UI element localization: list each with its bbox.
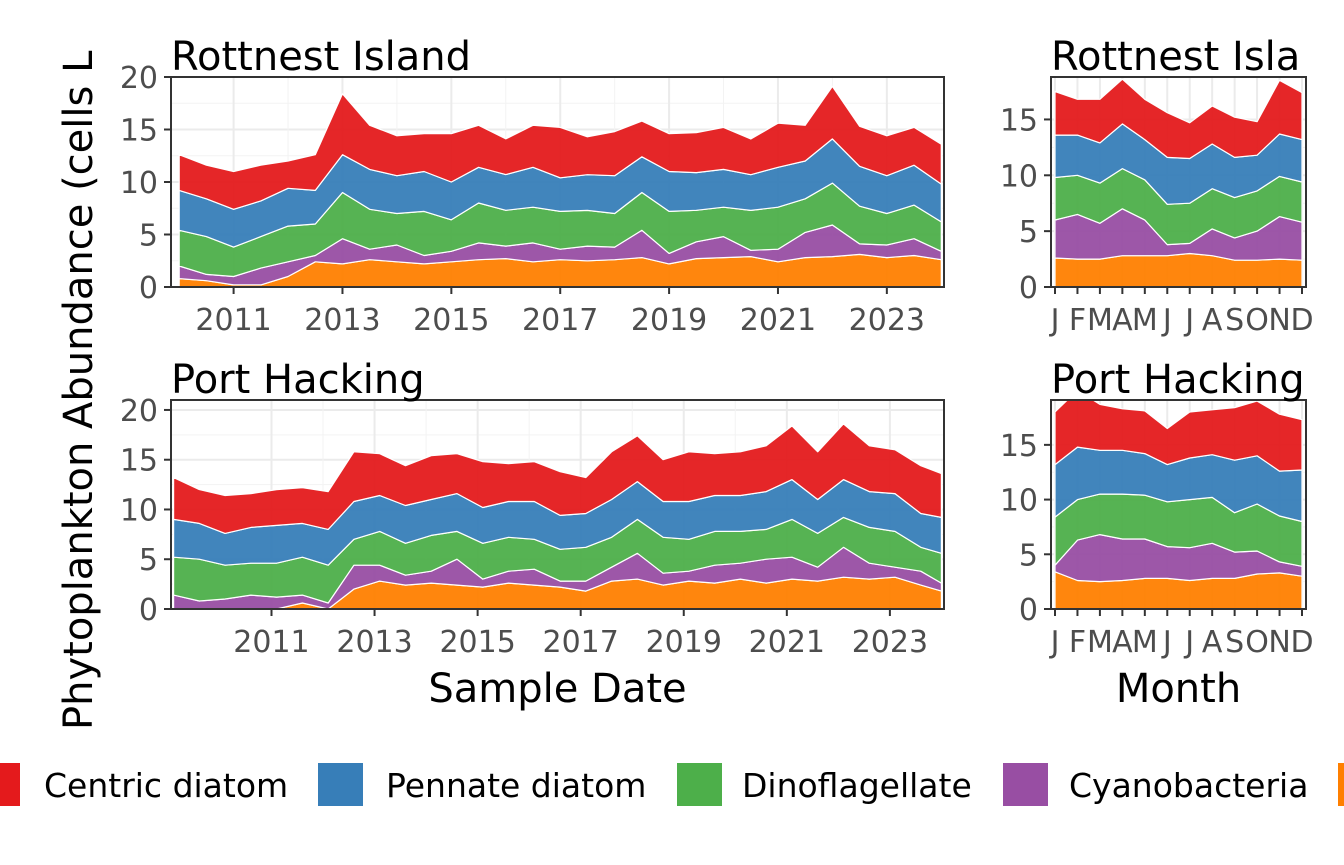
x-tick-label: A bbox=[1112, 303, 1133, 338]
panel-1: 0 5 10 15 20 2011 2013 2015 2017 2019 2021 2023 Rott… bbox=[120, 34, 945, 338]
y-tick-label: 20 bbox=[120, 61, 158, 96]
panel-title: Port Hacking bbox=[1051, 357, 1305, 403]
x-tick-label: A bbox=[1202, 625, 1223, 660]
x-tick-label: 2017 bbox=[543, 625, 619, 660]
area-layers bbox=[178, 85, 942, 287]
y-tick-label: 5 bbox=[139, 219, 158, 254]
x-tick-label: 2015 bbox=[439, 625, 515, 660]
x-tick-label: A bbox=[1202, 303, 1223, 338]
panel-3: 0 5 10 15 20 2011 2013 2015 2017 2019 2021 2023 Port… bbox=[120, 357, 945, 712]
panel-title: Rottnest Isla bbox=[1051, 34, 1300, 80]
y-tick-label: 10 bbox=[120, 493, 158, 528]
x-tick-label: 2019 bbox=[631, 303, 707, 338]
x-tick-label: 2021 bbox=[740, 303, 816, 338]
area-layers bbox=[173, 423, 942, 609]
area-centric-diatom bbox=[173, 423, 942, 534]
legend-key-pennate bbox=[318, 763, 363, 806]
y-tick-label: 5 bbox=[1019, 215, 1038, 250]
legend-key-dinoflagellate bbox=[677, 763, 722, 806]
legend-label-pennate: Pennate diatom bbox=[386, 766, 646, 805]
area-layers bbox=[1054, 78, 1303, 287]
x-tick-label: M bbox=[1087, 303, 1113, 338]
x-tick-label: 2021 bbox=[749, 625, 825, 660]
y-tick-label: 15 bbox=[120, 444, 158, 479]
legend-label-cyanobacteria: Cyanobacteria bbox=[1069, 766, 1308, 805]
x-tick-label: J bbox=[1161, 625, 1172, 660]
x-tick-label: 2015 bbox=[413, 303, 489, 338]
y-tick-label: 0 bbox=[1019, 593, 1038, 628]
legend-label-centric: Centric diatom bbox=[44, 766, 288, 805]
x-tick-label: N bbox=[1268, 625, 1290, 660]
y-tick-label: 10 bbox=[1000, 484, 1038, 519]
y-axis-title: Phytoplankton Abundance (cells L bbox=[56, 50, 102, 730]
x-axis-title: Sample Date bbox=[428, 666, 686, 712]
x-tick-label: A bbox=[1112, 625, 1133, 660]
legend-key-centric bbox=[0, 763, 20, 806]
panel-title: Port Hacking bbox=[171, 357, 425, 403]
x-tick-label: J bbox=[1161, 303, 1172, 338]
x-tick-label: D bbox=[1290, 625, 1313, 660]
legend-key-cyanobacteria bbox=[1003, 763, 1048, 806]
plot-frame bbox=[1050, 76, 1307, 288]
x-tick-label: F bbox=[1069, 303, 1086, 338]
plot-frame bbox=[1050, 399, 1307, 610]
area-centric-diatom bbox=[178, 85, 942, 210]
y-tick-label: 15 bbox=[1000, 103, 1038, 138]
x-tick-label: J bbox=[1183, 625, 1194, 660]
x-tick-label: 2023 bbox=[852, 625, 928, 660]
x-tick-label: S bbox=[1225, 625, 1244, 660]
x-tick-label: S bbox=[1225, 303, 1244, 338]
x-tick-label: J bbox=[1049, 625, 1060, 660]
panel-title: Rottnest Island bbox=[171, 34, 471, 80]
y-tick-label: 15 bbox=[120, 114, 158, 149]
x-tick-label: 2019 bbox=[646, 625, 722, 660]
x-tick-label: 2011 bbox=[195, 303, 271, 338]
x-tick-label: 2011 bbox=[233, 625, 309, 660]
y-tick-label: 10 bbox=[1000, 159, 1038, 194]
x-tick-label: D bbox=[1290, 303, 1313, 338]
x-tick-label: N bbox=[1268, 303, 1290, 338]
x-tick-label: 2013 bbox=[304, 303, 380, 338]
legend-key-other bbox=[1338, 763, 1344, 806]
x-tick-label: M bbox=[1087, 625, 1113, 660]
x-tick-label: O bbox=[1245, 625, 1269, 660]
legend-label-dinoflagellate: Dinoflagellate bbox=[742, 766, 972, 805]
x-tick-label: 2013 bbox=[336, 625, 412, 660]
x-tick-label: M bbox=[1132, 625, 1158, 660]
area-layers bbox=[1054, 400, 1303, 609]
y-tick-label: 0 bbox=[139, 271, 158, 306]
legend: Centric diatom Pennate diatom Dinoflagel… bbox=[0, 763, 1344, 806]
x-tick-label: J bbox=[1049, 303, 1060, 338]
x-tick-label: 2017 bbox=[522, 303, 598, 338]
y-tick-label: 0 bbox=[1019, 271, 1038, 306]
y-tick-label: 10 bbox=[120, 166, 158, 201]
y-tick-label: 15 bbox=[1000, 429, 1038, 464]
y-tick-label: 20 bbox=[120, 394, 158, 429]
area-centric-diatom bbox=[1054, 400, 1303, 472]
y-tick-label: 5 bbox=[139, 543, 158, 578]
x-tick-label: 2023 bbox=[849, 303, 925, 338]
x-tick-label: F bbox=[1069, 625, 1086, 660]
y-tick-label: 0 bbox=[139, 593, 158, 628]
area-centric-diatom bbox=[1054, 78, 1303, 160]
y-tick-label: 5 bbox=[1019, 538, 1038, 573]
x-tick-label: J bbox=[1183, 303, 1194, 338]
x-tick-label: O bbox=[1245, 303, 1269, 338]
x-tick-label: M bbox=[1132, 303, 1158, 338]
x-axis-title: Month bbox=[1116, 666, 1241, 712]
plot-frame bbox=[170, 399, 945, 610]
